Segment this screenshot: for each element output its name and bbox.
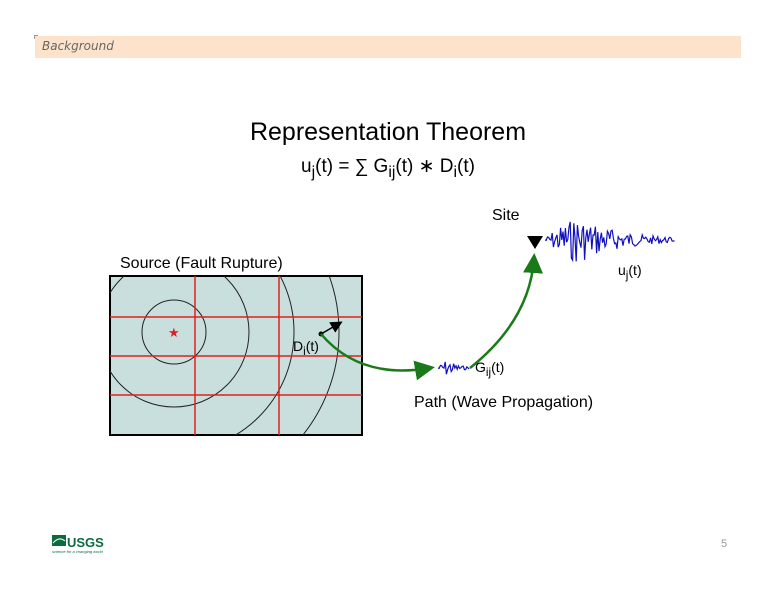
equation: uj(t) = ∑ Gij(t) ∗ Di(t)	[301, 156, 475, 181]
green-function-seismogram	[437, 361, 470, 375]
d-label: Di(t)	[293, 338, 319, 358]
u-label: uj(t)	[618, 262, 642, 282]
source-label: Source (Fault Rupture)	[120, 255, 283, 272]
subfault-grid	[110, 276, 362, 435]
path-label: Path (Wave Propagation)	[414, 394, 594, 411]
path-arrow	[320, 333, 435, 381]
page-number: 5	[721, 538, 728, 550]
wavefront	[141, 299, 207, 365]
svg-text:science for a changing world: science for a changing world	[52, 549, 103, 554]
wavefront	[110, 276, 250, 408]
site-arrow	[469, 253, 544, 369]
svg-text:USGS: USGS	[67, 535, 104, 550]
g-label: Gij(t)	[475, 359, 505, 379]
site-seismogram	[544, 221, 675, 263]
usgs-logo: USGS science for a changing world	[52, 533, 107, 560]
slide-title: Representation Theorem	[249, 118, 527, 146]
site-triangle-icon	[527, 236, 543, 249]
site-label: Site	[492, 207, 520, 224]
section-banner: Background	[35, 36, 741, 58]
hypocenter-star-icon: ★	[168, 325, 180, 340]
wavefront	[110, 276, 295, 435]
section-title: Background	[42, 39, 114, 53]
